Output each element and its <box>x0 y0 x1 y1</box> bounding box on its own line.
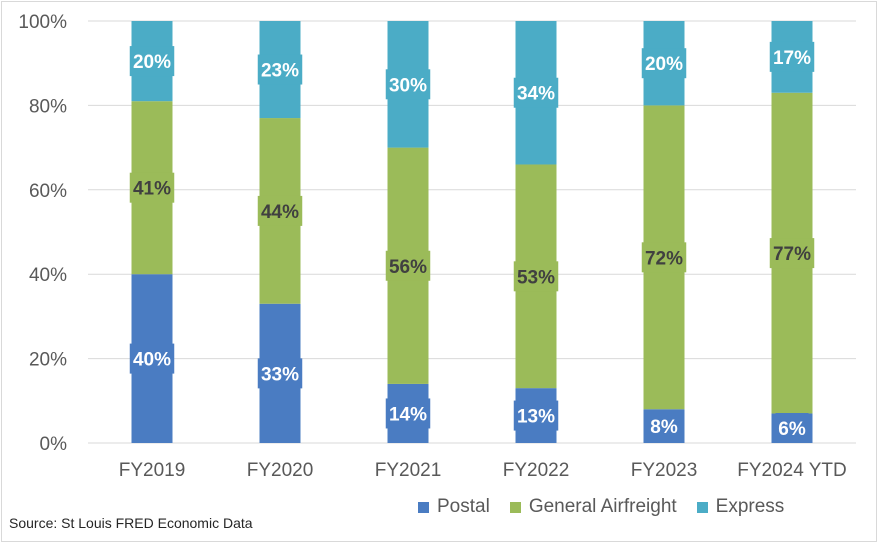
data-label: 56% <box>389 257 427 278</box>
y-tick-label: 40% <box>29 265 67 286</box>
legend-item: General Airfreight <box>509 496 677 518</box>
data-label: 6% <box>778 419 806 440</box>
data-label: 44% <box>261 202 299 223</box>
legend-label: Express <box>715 496 785 517</box>
legend-swatch <box>509 501 521 513</box>
data-label-background <box>385 69 431 100</box>
y-tick-label: 0% <box>40 434 68 455</box>
y-tick-label: 20% <box>29 350 67 371</box>
data-label: 14% <box>389 404 427 425</box>
data-label: 53% <box>517 267 555 288</box>
legend-label: Postal <box>437 496 490 517</box>
data-label: 30% <box>389 75 427 96</box>
legend-swatch <box>418 501 429 513</box>
legend-label: General Airfreight <box>528 496 677 517</box>
data-label: 13% <box>517 407 555 428</box>
data-label: 41% <box>133 179 171 200</box>
data-label-background <box>641 48 687 79</box>
data-label: 20% <box>133 52 171 73</box>
data-label: 72% <box>645 248 683 269</box>
data-label-background <box>257 358 303 389</box>
x-tick-label: FY2021 <box>375 460 442 481</box>
y-tick-label: 80% <box>29 96 67 117</box>
data-label-background <box>513 77 559 108</box>
x-tick-label: FY2024 YTD <box>737 460 846 481</box>
y-tick-label: 100% <box>18 12 67 33</box>
data-label-background <box>641 242 687 273</box>
data-label-background <box>257 54 303 85</box>
data-label: 33% <box>261 364 299 385</box>
data-label-background <box>385 398 431 429</box>
data-label-background <box>385 250 431 281</box>
chart-legend: Postal General Airfreight Express <box>418 496 784 518</box>
x-tick-label: FY2022 <box>503 460 570 481</box>
source-note: Source: St Louis FRED Economic Data <box>9 515 253 531</box>
data-label: 34% <box>517 84 555 105</box>
legend-item: Postal <box>418 496 490 518</box>
data-label-background <box>513 261 559 292</box>
data-label-background <box>513 400 559 431</box>
data-label: 77% <box>773 244 811 265</box>
data-label-background <box>647 411 681 442</box>
data-label-background <box>129 343 175 374</box>
legend-item: Express <box>696 496 785 518</box>
data-label-background <box>129 46 175 77</box>
data-label: 23% <box>261 61 299 82</box>
y-tick-label: 60% <box>29 181 67 202</box>
data-label-background <box>769 238 815 269</box>
data-label-background <box>769 41 815 72</box>
legend-swatch <box>696 501 708 513</box>
x-tick-label: FY2020 <box>247 460 314 481</box>
x-tick-label: FY2019 <box>119 460 186 481</box>
data-label: 17% <box>773 48 811 69</box>
data-label-background <box>257 195 303 226</box>
data-label: 40% <box>133 350 171 371</box>
data-label-background <box>775 413 809 443</box>
data-label: 8% <box>650 417 678 438</box>
data-label: 20% <box>645 54 683 75</box>
x-tick-label: FY2023 <box>631 460 698 481</box>
data-label-background <box>129 172 175 203</box>
